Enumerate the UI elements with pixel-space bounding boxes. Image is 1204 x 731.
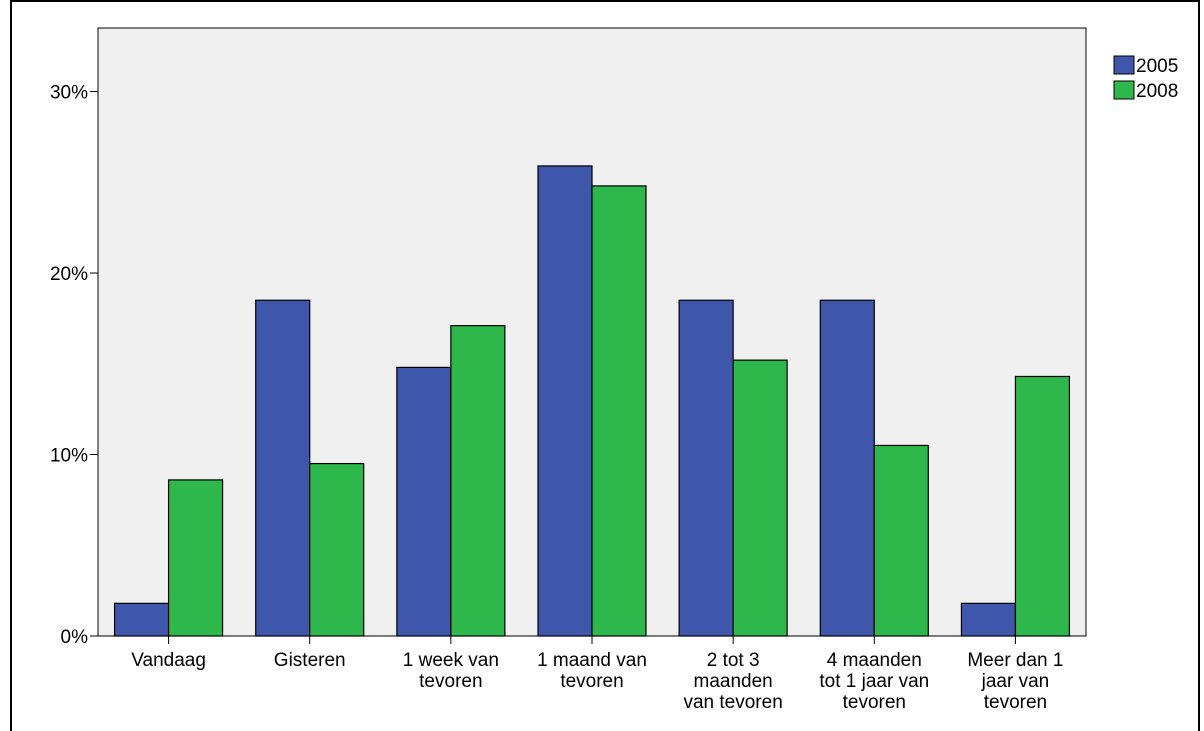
bar-2005-1	[255, 299, 311, 637]
x-category-label: tot 1 jaar van	[819, 671, 929, 692]
bar-2008-6	[1014, 375, 1071, 637]
x-category-label: tevoren	[843, 692, 906, 713]
bar-2005-3	[537, 165, 593, 637]
legend-label-2008: 2008	[1136, 81, 1178, 102]
x-category-label: jaar van	[981, 671, 1050, 692]
x-category-label: 1 maand van	[537, 650, 647, 671]
x-category-label: Vandaag	[131, 650, 206, 671]
bar-2008-1	[309, 462, 365, 637]
x-category-label: van tevoren	[683, 692, 782, 713]
bar-2005-5	[819, 299, 875, 637]
bar-2005-2	[396, 366, 452, 637]
bar-2005-0	[113, 602, 170, 637]
chart-frame	[10, 0, 1200, 731]
x-category-label: tevoren	[560, 671, 623, 692]
bar-2008-3	[591, 185, 647, 637]
bar-2008-0	[167, 479, 224, 637]
y-axis: 0% 10% 20% 30%	[50, 83, 98, 648]
legend-swatch-2005	[1113, 55, 1135, 75]
bar-2008-4	[732, 359, 788, 637]
legend: 2005 2008	[1113, 55, 1178, 102]
x-category-label: 4 maanden	[827, 650, 922, 671]
y-tick-label: 0%	[61, 627, 89, 648]
bars	[113, 165, 1071, 637]
y-tick-label: 20%	[50, 264, 88, 285]
bar-2008-5	[873, 444, 929, 637]
x-category-label: 2 tot 3	[707, 650, 760, 671]
x-category-label: 1 week van	[403, 650, 499, 671]
x-category-label: Meer dan 1	[967, 650, 1063, 671]
legend-label-2005: 2005	[1136, 56, 1178, 77]
x-category-label: tevoren	[419, 671, 482, 692]
bar-2005-6	[960, 602, 1017, 637]
y-tick-label: 10%	[50, 446, 88, 467]
bar-2008-2	[450, 325, 506, 637]
bar-2005-4	[678, 299, 734, 637]
x-category-label: tevoren	[984, 692, 1047, 713]
legend-swatch-2008	[1113, 80, 1135, 100]
x-category-label: Gisteren	[274, 650, 346, 671]
y-tick-label: 30%	[50, 83, 88, 104]
x-category-label: maanden	[694, 671, 773, 692]
